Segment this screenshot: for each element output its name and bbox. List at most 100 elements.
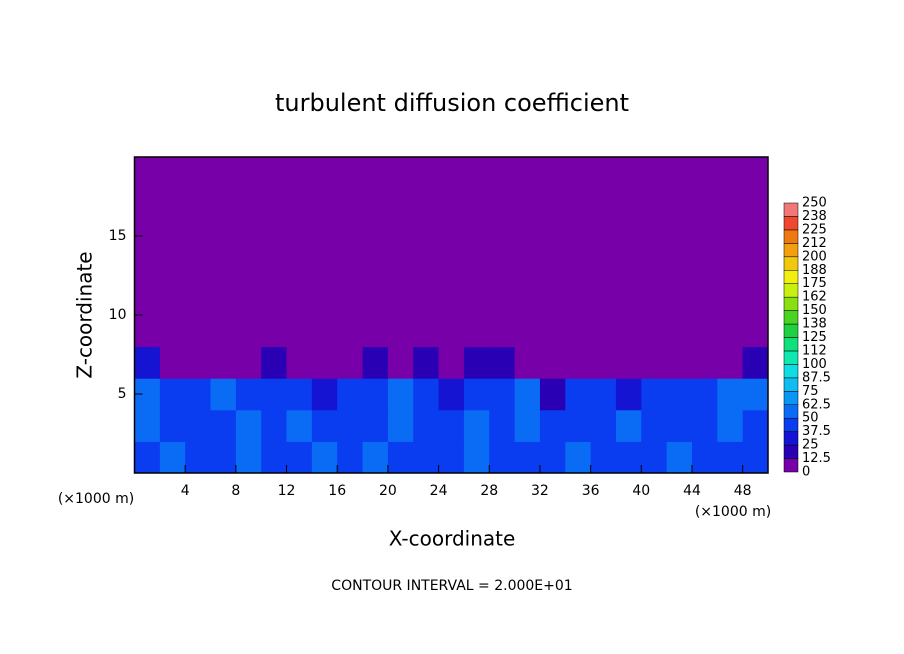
x-tick-label: 44 — [683, 483, 701, 499]
heatmap-cell — [565, 315, 592, 348]
colorbar-label: 62.5 — [802, 397, 831, 412]
heatmap-cell — [261, 409, 288, 442]
heatmap-cell — [514, 283, 541, 316]
heatmap-cell — [514, 220, 541, 253]
heatmap-cell — [438, 346, 465, 379]
x-tick-label: 20 — [379, 483, 397, 499]
heatmap-cell — [666, 220, 693, 253]
heatmap-cell — [438, 315, 465, 348]
heatmap-cell — [311, 346, 338, 379]
heatmap-cell — [261, 220, 288, 253]
heatmap-cell — [641, 188, 668, 221]
heatmap-cell — [691, 378, 718, 411]
heatmap-cell — [489, 220, 516, 253]
colorbar-label: 162 — [802, 290, 827, 305]
colorbar-swatch — [783, 417, 799, 432]
x-tick-label: 28 — [480, 483, 498, 499]
colorbar-label: 112 — [802, 343, 827, 358]
heatmap-cell — [590, 346, 617, 379]
y-axis-label: Z-coordinate — [73, 251, 97, 378]
heatmap-cell — [210, 157, 237, 190]
colorbar-swatch — [783, 202, 799, 217]
heatmap-cell — [159, 409, 186, 442]
colorbar-label: 188 — [802, 263, 827, 278]
heatmap-cell — [641, 157, 668, 190]
heatmap-cell — [539, 251, 566, 284]
heatmap-cell — [565, 378, 592, 411]
heatmap-cell — [159, 157, 186, 190]
heatmap-cell — [235, 220, 262, 253]
heatmap-cell — [387, 220, 414, 253]
heatmap-cell — [311, 409, 338, 442]
y-tick-label: 15 — [109, 228, 127, 244]
heatmap-cell — [185, 409, 212, 442]
heatmap-cell — [742, 378, 769, 411]
colorbar-swatch — [783, 283, 799, 298]
heatmap-cell — [514, 441, 541, 474]
heatmap-cell — [387, 441, 414, 474]
heatmap-cell — [742, 251, 769, 284]
colorbar-label: 100 — [802, 357, 827, 372]
heatmap-cell — [463, 157, 490, 190]
x-unit-label: (×1000 m) — [58, 491, 134, 507]
heatmap-cell — [438, 251, 465, 284]
heatmap-cell — [463, 220, 490, 253]
heatmap-cell — [641, 315, 668, 348]
heatmap-cell — [337, 283, 364, 316]
heatmap-cell — [590, 315, 617, 348]
heatmap-cell — [235, 378, 262, 411]
colorbar-swatch — [783, 229, 799, 244]
y-tick-label: 5 — [118, 386, 127, 402]
heatmap-cell — [717, 251, 744, 284]
heatmap-cell — [590, 441, 617, 474]
heatmap-cell — [159, 220, 186, 253]
heatmap-cell — [134, 157, 161, 190]
x-tick-label: 8 — [231, 483, 240, 499]
heatmap-cell — [717, 409, 744, 442]
colorbar-label: 12.5 — [802, 451, 831, 466]
heatmap-cell — [210, 409, 237, 442]
x-tick-label: 4 — [181, 483, 190, 499]
heatmap-cell — [742, 441, 769, 474]
heatmap-cell — [615, 409, 642, 442]
colorbar-swatch — [783, 391, 799, 405]
heatmap-cell — [514, 315, 541, 348]
heatmap-cell — [185, 378, 212, 411]
heatmap-cell — [691, 409, 718, 442]
heatmap-cell — [387, 157, 414, 190]
heatmap-cell — [590, 283, 617, 316]
colorbar-label: 225 — [802, 222, 827, 237]
heatmap-cell — [185, 251, 212, 284]
heatmap-cell — [261, 441, 288, 474]
heatmap-cell — [387, 409, 414, 442]
colorbar-swatch — [783, 243, 799, 258]
heatmap-cell — [463, 251, 490, 284]
heatmap-cell — [261, 378, 288, 411]
heatmap-cell — [261, 315, 288, 348]
heatmap-cell — [235, 315, 262, 348]
heatmap-cell — [514, 157, 541, 190]
x-tick-label: 32 — [531, 483, 549, 499]
heatmap-cell — [666, 378, 693, 411]
heatmap-cell — [185, 315, 212, 348]
colorbar-label: 200 — [802, 249, 827, 264]
heatmap-cell — [438, 188, 465, 221]
heatmap-cell — [261, 188, 288, 221]
heatmap-cell — [134, 441, 161, 474]
heatmap-cell — [539, 315, 566, 348]
heatmap-cell — [413, 378, 440, 411]
colorbar-label: 150 — [802, 303, 827, 318]
heatmap-cell — [413, 220, 440, 253]
heatmap-cell — [286, 409, 313, 442]
heatmap-cell — [311, 188, 338, 221]
heatmap-cell — [387, 315, 414, 348]
heatmap-cell — [286, 315, 313, 348]
heatmap-cell — [337, 378, 364, 411]
heatmap-cell — [185, 220, 212, 253]
heatmap-cell — [413, 188, 440, 221]
colorbar-swatch — [783, 216, 799, 231]
heatmap-cell — [539, 378, 566, 411]
heatmap-cell — [134, 409, 161, 442]
colorbar-swatch — [783, 296, 799, 311]
heatmap-cell — [311, 251, 338, 284]
